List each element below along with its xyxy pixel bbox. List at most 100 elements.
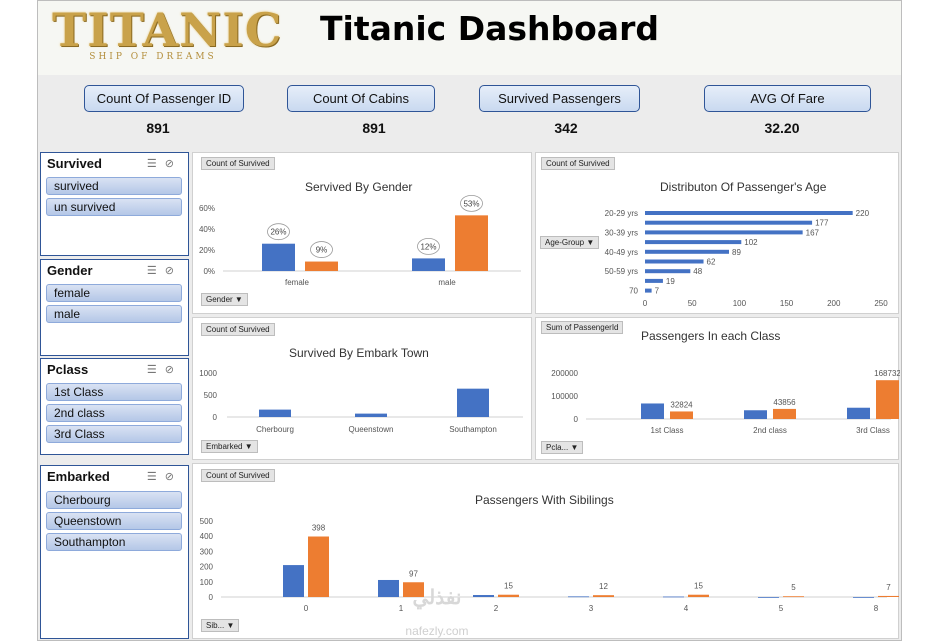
field-button-label: Gender [206,295,233,304]
field-button-value[interactable]: Count of Survived [201,157,275,170]
chart-title: Survived By Embark Town [289,346,429,360]
y-tick-label: 70 [629,287,638,296]
chart-panel-age: 220 20-29 yrs 177 167 30-39 yrs 102 89 40-49 yr… [535,152,899,314]
clear-filter-icon[interactable]: ⊘ [164,471,182,483]
bar [378,579,399,597]
x-tick-label: 4 [684,604,689,613]
y-tick-label: 0 [209,593,214,602]
kpi-label-passenger-count: Count Of Passenger ID [84,85,244,112]
clear-filter-icon[interactable]: ⊘ [164,364,182,376]
kpi-label-survived: Survived Passengers [479,85,640,112]
x-tick-label: 2 [494,604,499,613]
bar [663,596,684,598]
field-button-label: Pcla... [546,443,569,452]
slicer-item-un-survived[interactable]: un survived [46,198,182,216]
kpi-label-cabin-count: Count Of Cabins [287,85,435,112]
field-button-axis[interactable]: Sib... ▼ [201,619,240,632]
page-title: Titanic Dashboard [320,9,659,48]
x-tick-label: 50 [688,299,697,308]
chart-panel-gender: 0% 20% 40% 60% 26% 9% female 12% 53% male Count o… [192,152,532,314]
multi-select-icon[interactable]: ☰ [146,471,165,483]
x-tick-label: 1st Class [651,426,684,435]
data-label: 7 [655,287,660,296]
data-label: 15 [504,582,513,591]
data-label: 5 [791,583,796,592]
slicer-item-queenstown[interactable]: Queenstown [46,512,182,530]
slicer-item-3rd-class[interactable]: 3rd Class [46,425,182,443]
data-label: 167 [806,228,820,237]
logo-title: TITANIC [52,3,283,57]
chart-panel-pclass: 0 100000 200000 32824 1st Class 43856 2nd clas… [535,317,900,460]
field-button-value[interactable]: Sum of PassengerId [541,321,624,334]
slicer-title: Pclass [47,362,89,377]
bar [498,594,519,597]
watermark-url: nafezly.com [405,624,469,638]
data-label-callout [460,194,483,212]
x-tick-label: Queenstown [349,425,394,434]
x-tick-label: 250 [874,299,888,308]
y-tick-label: 20-29 yrs [605,209,638,218]
y-tick-label: 30-39 yrs [605,228,638,237]
field-button-axis[interactable]: Pcla... ▼ [541,441,584,454]
clear-filter-icon[interactable]: ⊘ [164,158,182,170]
y-tick-label: 100 [200,578,214,587]
data-label-callout [310,241,333,258]
data-label: 26% [270,228,286,237]
bar [876,380,899,419]
field-button-label: Embarked [206,442,243,451]
x-tick-label: female [285,278,310,287]
multi-select-icon[interactable]: ☰ [146,265,165,277]
data-label: 12 [599,582,608,591]
slicer-item-2nd-class[interactable]: 2nd class [46,404,182,422]
field-button-axis[interactable]: Gender ▼ [201,293,248,306]
kpi-label-avg-fare: AVG Of Fare [704,85,871,112]
multi-select-icon[interactable]: ☰ [146,158,165,170]
y-tick-label: 100000 [551,392,578,401]
x-tick-label: 0 [304,604,309,613]
x-tick-label: male [438,278,456,287]
logo-subtitle: SHIP OF DREAMS [89,52,217,62]
clear-filter-icon[interactable]: ⊘ [164,265,182,277]
field-button-value[interactable]: Count of Survived [201,323,275,336]
slicer-item-survived[interactable]: survived [46,177,182,195]
y-tick-label: 60% [199,204,215,213]
data-label: 102 [744,238,758,247]
data-label: 89 [732,248,741,257]
bar [641,403,664,419]
gender-chart: 0% 20% 40% 60% 26% 9% female 12% 53% male [199,194,521,287]
y-tick-label: 200000 [551,369,578,378]
slicer-item-female[interactable]: female [46,284,182,302]
x-tick-label: Southampton [449,425,497,434]
data-label: 15 [694,582,703,591]
data-label: 43856 [773,398,796,407]
bar [645,230,803,235]
data-label: 12% [420,242,436,251]
bar [645,269,691,274]
y-tick-label: 400 [200,532,214,541]
slicer-item-southampton[interactable]: Southampton [46,533,182,551]
slicer-pclass: Pclass ☰⊘ 1st Class 2nd class 3rd Class [40,358,189,455]
bar [783,596,804,598]
bar [308,536,329,597]
x-tick-label: 150 [780,299,794,308]
field-button-axis[interactable]: Age-Group ▼ [540,236,600,249]
y-tick-label: 20% [199,246,215,255]
kpi-value-cabin-count: 891 [362,120,386,136]
data-label: 7 [886,583,891,592]
slicer-item-male[interactable]: male [46,305,182,323]
field-button-value[interactable]: Count of Survived [541,157,615,170]
field-button-axis[interactable]: Embarked ▼ [201,440,258,453]
data-label: 9% [316,246,328,255]
bar [847,407,870,419]
slicer-item-1st-class[interactable]: 1st Class [46,383,182,401]
y-tick-label: 50-59 yrs [605,267,638,276]
kpi-value-avg-fare: 32.20 [764,120,800,136]
bar [259,409,291,417]
multi-select-icon[interactable]: ☰ [146,364,165,376]
data-label: 53% [463,199,479,208]
x-tick-label: 2nd class [753,426,787,435]
field-button-value[interactable]: Count of Survived [201,469,275,482]
slicer-item-cherbourg[interactable]: Cherbourg [46,491,182,509]
data-label: 19 [666,277,675,286]
embark-chart: 0 500 1000 Cherbourg Queenstown Southampton [199,369,523,434]
